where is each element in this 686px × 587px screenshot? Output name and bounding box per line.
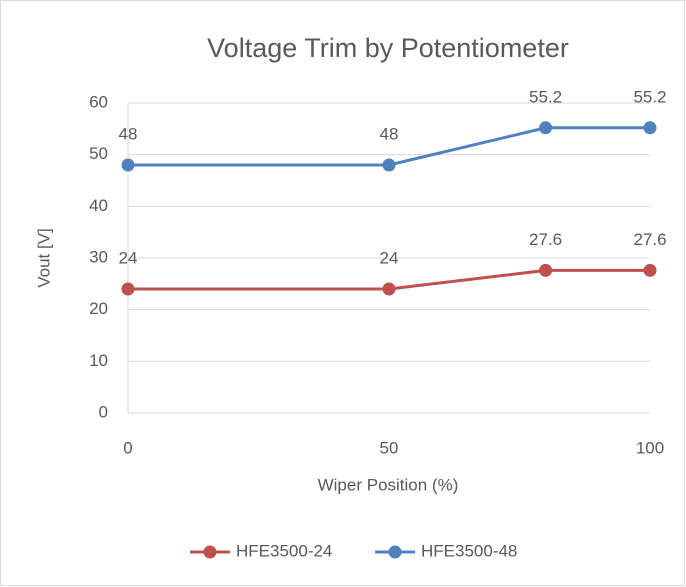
data-label: 27.6 [633, 230, 666, 249]
legend-label: HFE3500-24 [236, 541, 332, 560]
data-point [382, 158, 396, 172]
y-tick-label: 60 [89, 92, 108, 111]
y-tick-label: 40 [89, 196, 108, 215]
data-label: 27.6 [529, 230, 562, 249]
y-tick-label: 10 [89, 351, 108, 370]
data-point [539, 263, 553, 277]
data-point [643, 121, 657, 135]
chart-title: Voltage Trim by Potentiometer [207, 33, 569, 63]
data-point [539, 121, 553, 135]
data-point [121, 158, 135, 172]
series-line [128, 268, 650, 291]
data-label: 55.2 [633, 87, 666, 106]
y-tick-label: 30 [89, 247, 108, 266]
data-point [382, 282, 396, 296]
y-tick-label: 50 [89, 144, 108, 163]
data-label: 24 [119, 248, 138, 267]
data-label: 55.2 [529, 87, 562, 106]
x-axis-label: Wiper Position (%) [318, 475, 459, 494]
data-label: 48 [119, 124, 138, 143]
legend-marker [388, 545, 402, 559]
legend-label: HFE3500-48 [421, 541, 517, 560]
data-point [121, 282, 135, 296]
data-label: 24 [380, 248, 399, 267]
x-tick-label: 0 [123, 438, 132, 457]
data-point [643, 263, 657, 277]
x-tick-label: 100 [636, 438, 664, 457]
y-axis-label: Vout [V] [34, 228, 53, 288]
y-tick-label: 0 [99, 402, 108, 421]
y-tick-label: 20 [89, 299, 108, 318]
series-line [128, 126, 650, 167]
x-tick-label: 50 [380, 438, 399, 457]
data-label: 48 [380, 124, 399, 143]
legend-marker [203, 545, 217, 559]
